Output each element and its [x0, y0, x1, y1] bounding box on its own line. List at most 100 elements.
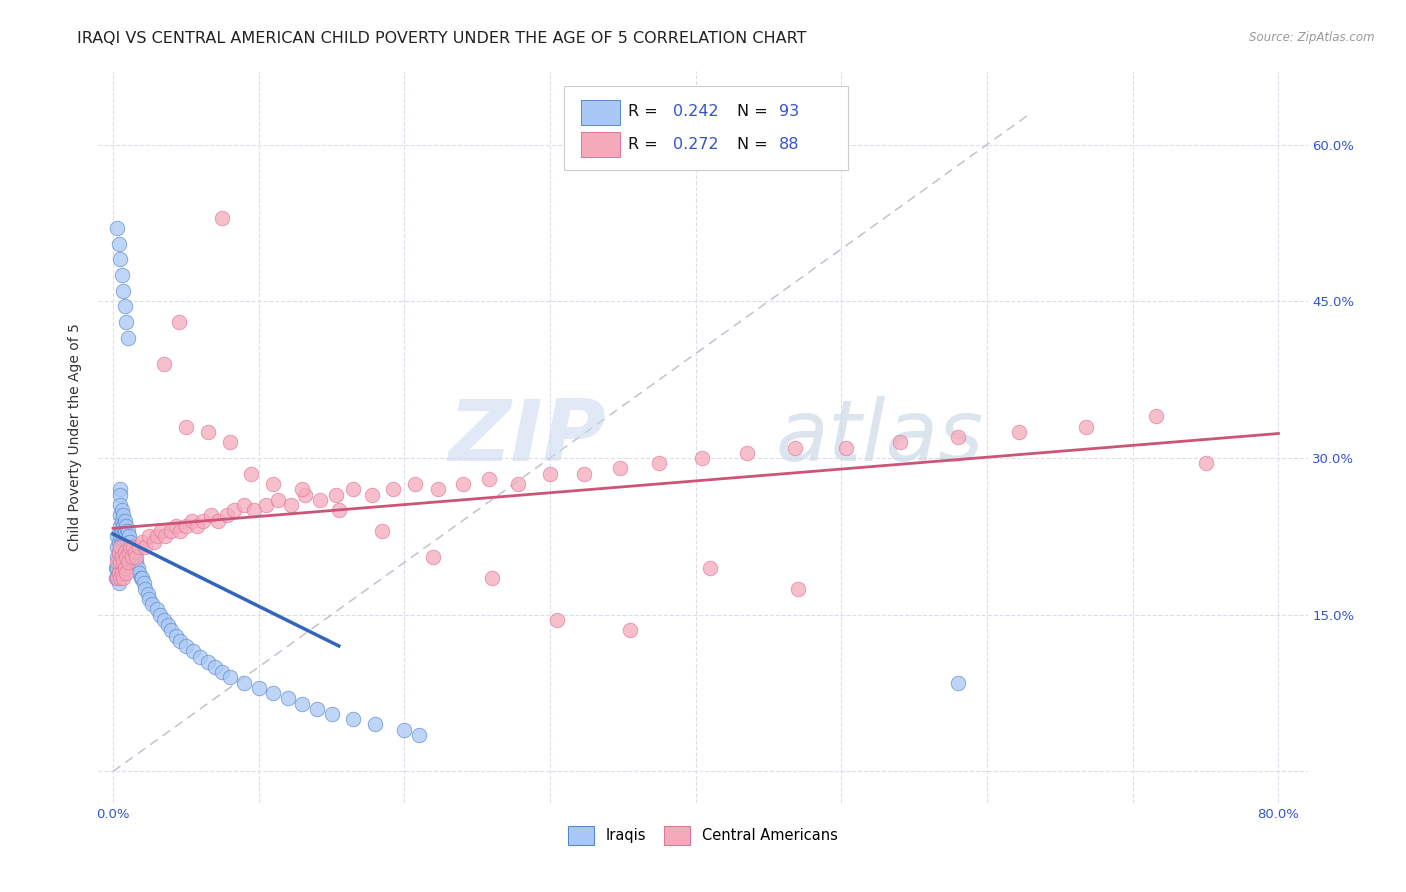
Point	[538, 467, 561, 481]
Point	[104, 560, 127, 574]
Point	[394, 723, 416, 737]
Point	[342, 712, 364, 726]
Point	[111, 566, 134, 580]
Point	[190, 649, 212, 664]
Point	[149, 607, 172, 622]
Point	[648, 456, 671, 470]
Point	[342, 483, 364, 497]
Point	[218, 670, 240, 684]
Point	[546, 613, 568, 627]
Point	[165, 629, 187, 643]
Point	[408, 728, 430, 742]
Point	[117, 556, 139, 570]
Point	[124, 550, 146, 565]
Point	[105, 571, 128, 585]
Point	[111, 514, 134, 528]
Point	[115, 529, 138, 543]
Point	[112, 529, 135, 543]
Point	[120, 545, 142, 559]
Point	[136, 587, 159, 601]
Point	[197, 425, 219, 439]
Point	[108, 545, 131, 559]
Point	[277, 691, 299, 706]
Point	[110, 571, 132, 585]
Point	[122, 540, 145, 554]
Point	[160, 624, 183, 638]
Text: 0.272: 0.272	[673, 137, 718, 152]
Point	[381, 483, 404, 497]
Point	[108, 545, 131, 559]
Point	[211, 665, 233, 680]
Point	[110, 540, 132, 554]
Point	[128, 540, 150, 554]
Point	[110, 529, 132, 543]
Point	[155, 529, 177, 543]
Point	[174, 419, 197, 434]
Point	[114, 514, 136, 528]
Point	[150, 524, 173, 538]
Legend: Iraqis, Central Americans: Iraqis, Central Americans	[562, 820, 844, 850]
Point	[321, 706, 343, 721]
Point	[240, 467, 263, 481]
Point	[169, 633, 191, 648]
Point	[112, 519, 135, 533]
Text: 93: 93	[779, 104, 799, 120]
Point	[141, 597, 163, 611]
Point	[127, 560, 149, 574]
Point	[946, 430, 969, 444]
Point	[186, 519, 208, 533]
Point	[110, 556, 132, 570]
Point	[280, 498, 302, 512]
Point	[451, 477, 474, 491]
Point	[254, 498, 277, 512]
Point	[889, 435, 911, 450]
Point	[111, 534, 134, 549]
Point	[117, 556, 139, 570]
Point	[134, 540, 156, 554]
Point	[1076, 419, 1098, 434]
Point	[111, 524, 134, 538]
Point	[129, 571, 152, 585]
Point	[110, 540, 132, 554]
Point	[105, 556, 128, 570]
Point	[121, 550, 143, 565]
Point	[118, 545, 141, 559]
Point	[110, 487, 132, 501]
Point	[506, 477, 529, 491]
Point	[145, 602, 167, 616]
Point	[108, 566, 131, 580]
Point	[233, 675, 256, 690]
Point	[786, 582, 808, 596]
Point	[105, 529, 128, 543]
Point	[1008, 425, 1031, 439]
Point	[112, 540, 135, 554]
Point	[114, 534, 136, 549]
Point	[262, 477, 284, 491]
Point	[112, 508, 135, 523]
Point	[132, 576, 155, 591]
Point	[114, 300, 136, 314]
Point	[114, 524, 136, 538]
Point	[111, 268, 134, 282]
Point	[305, 702, 328, 716]
Point	[404, 477, 426, 491]
Point	[105, 221, 128, 235]
Text: N =: N =	[737, 104, 773, 120]
Point	[112, 556, 135, 570]
Point	[108, 566, 131, 580]
Point	[181, 644, 204, 658]
Point	[122, 545, 145, 559]
Point	[111, 550, 134, 565]
Point	[167, 315, 190, 329]
Point	[114, 545, 136, 559]
Point	[110, 550, 132, 565]
Point	[946, 675, 969, 690]
Text: N =: N =	[737, 137, 773, 152]
Text: atlas: atlas	[776, 395, 984, 479]
Point	[169, 524, 191, 538]
Point	[118, 540, 141, 554]
FancyBboxPatch shape	[564, 86, 848, 170]
Text: R =: R =	[628, 137, 662, 152]
Point	[157, 618, 180, 632]
Point	[110, 252, 132, 267]
